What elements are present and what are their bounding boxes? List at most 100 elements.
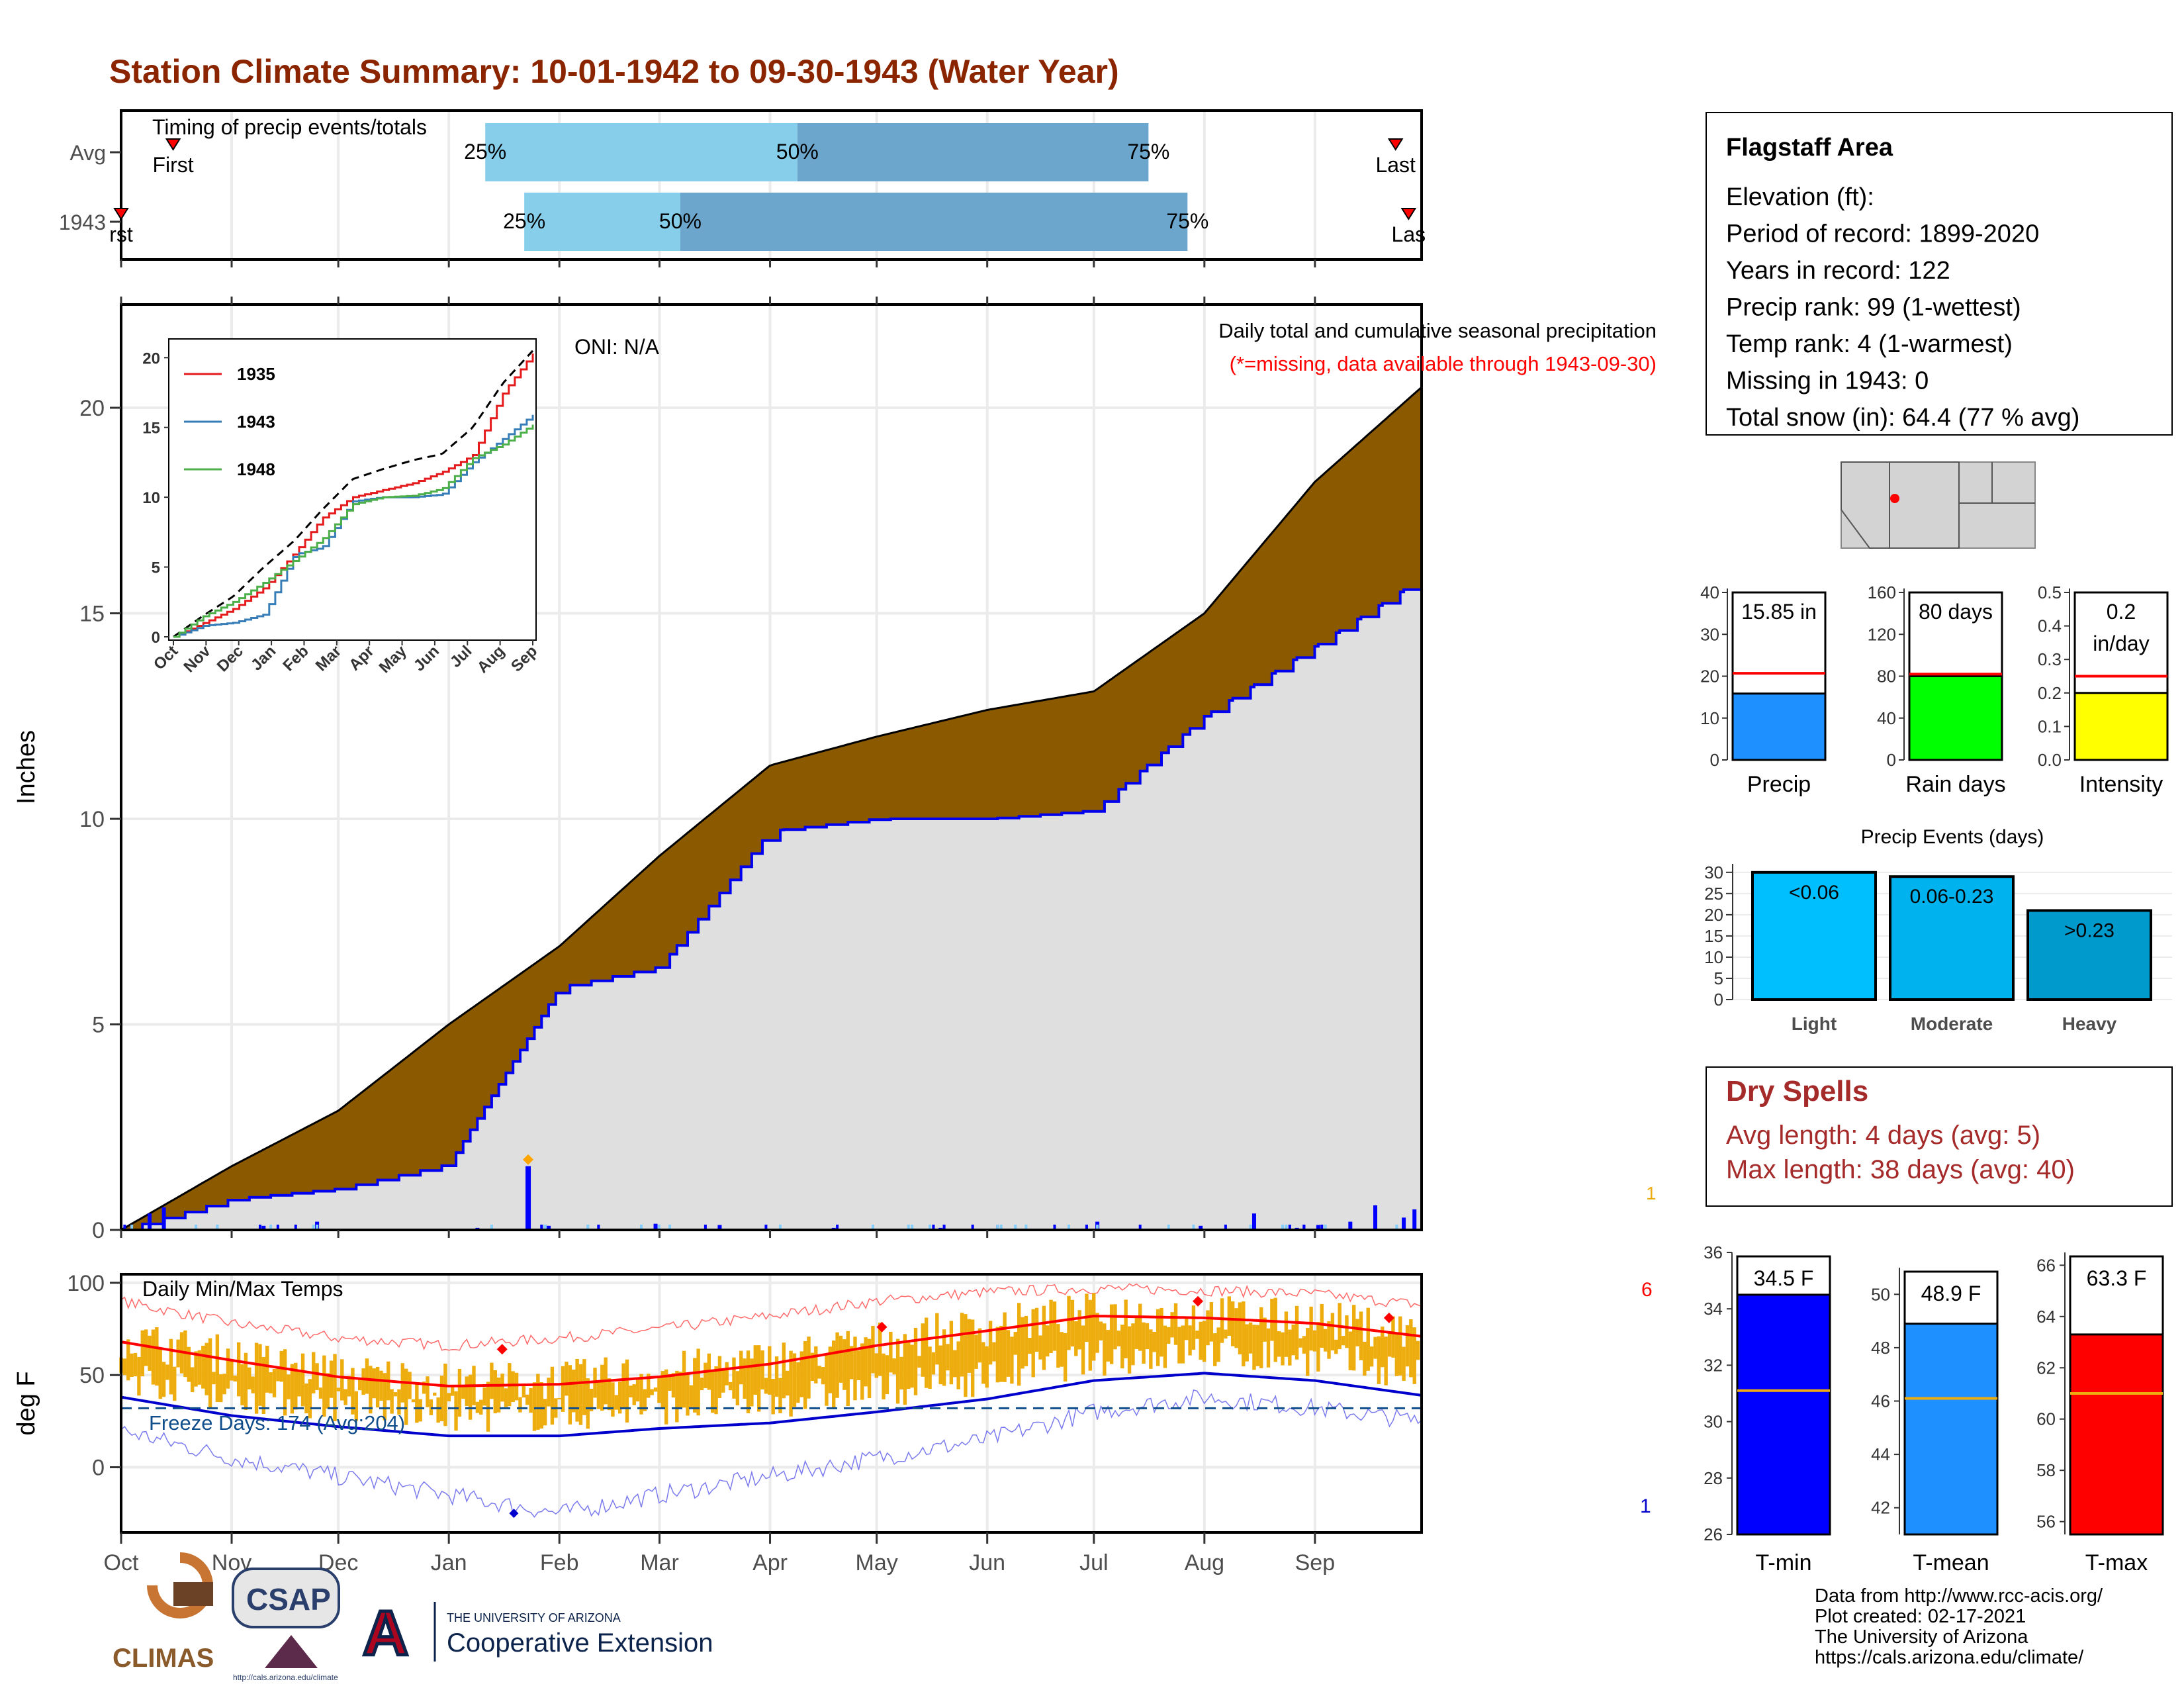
station-name: Flagstaff Area (1726, 134, 1893, 162)
mini-bar-value (1731, 692, 1827, 761)
daily-temp-bar (970, 1319, 975, 1397)
daily-temp-bar (999, 1325, 1003, 1382)
daily-precip-trace (704, 1225, 707, 1230)
daily-temp-bar (543, 1399, 547, 1426)
daily-temp-bar (194, 1351, 198, 1387)
daily-temp-bar (1281, 1332, 1285, 1366)
mini-ytick-label: 0.4 (2038, 616, 2062, 636)
daily-temp-bar (693, 1358, 697, 1413)
daily-temp-bar (1394, 1334, 1399, 1376)
daily-temp-bar (611, 1382, 615, 1417)
daily-temp-bar (1149, 1329, 1153, 1369)
daily-temp-bar (1003, 1312, 1007, 1382)
dry-spells-avg: Avg length: 4 days (avg: 5) (1726, 1121, 2040, 1150)
record-min-line (120, 1389, 1422, 1518)
daily-temp-bar (226, 1348, 230, 1389)
daily-precip-trace (540, 1225, 543, 1230)
timing-bar-25-50 (485, 123, 797, 181)
daily-temp-bar (190, 1367, 195, 1393)
temp-ytick-label: 100 (67, 1271, 105, 1296)
daily-temp-bar (1088, 1299, 1093, 1371)
climas-logo: CLIMAS (113, 1552, 214, 1673)
daily-temp-bar (1306, 1328, 1310, 1376)
footer-line: Plot created: 02-17-2021 (1815, 1606, 2026, 1627)
daily-temp-bar (789, 1350, 793, 1417)
daily-temp-bar (418, 1399, 422, 1422)
timing-p75-label: 75% (1166, 209, 1208, 233)
daily-temp-bar (1188, 1325, 1192, 1356)
temp-bar-ytick-label: 32 (1704, 1355, 1723, 1375)
daily-precip-bar (547, 1225, 551, 1230)
daily-precip-trace (999, 1225, 1003, 1230)
daily-temp-bar (821, 1367, 825, 1385)
daily-temp-bar (704, 1362, 707, 1388)
temp-bar-value (1903, 1323, 1999, 1536)
mini-bar-precip: 0 10 20 30 40 15.85 in Precip (1700, 583, 1827, 797)
daily-temp-bar (792, 1353, 797, 1407)
daily-temp-bar (539, 1382, 543, 1429)
last-event-marker (1400, 208, 1417, 220)
precip-frame (120, 303, 1423, 1231)
daily-temp-bar (496, 1377, 501, 1413)
temperature-bar-charts: 26 28 30 32 34 36 34.5 F T-min 42 44 46 48 50 48.9 F T… (1704, 1243, 2164, 1575)
temp-bar-value-label: 34.5 F (1754, 1266, 1814, 1290)
daily-temp-bar (219, 1374, 223, 1403)
daily-temp-bar (1381, 1326, 1385, 1368)
station-info-line: Total snow (in): 64.4 (77 % avg) (1726, 404, 2079, 432)
daily-temp-bar (365, 1358, 369, 1394)
daily-precip-trace (764, 1225, 768, 1230)
daily-temp-bar (732, 1357, 736, 1399)
daily-precip-trace (1288, 1225, 1291, 1230)
month-label: Aug (1185, 1550, 1225, 1575)
mini-bar-value-label: 15.85 in (1741, 600, 1817, 624)
daily-temp-bar (921, 1323, 925, 1377)
daily-temp-bar (1038, 1335, 1042, 1360)
timing-label: Timing of precip events/totals (152, 115, 427, 139)
record-max-line (120, 1283, 1422, 1351)
daily-precip-trace (1085, 1225, 1088, 1230)
csap-cloud (232, 1568, 340, 1628)
first-event-label: First (152, 153, 193, 177)
daily-temp-bar (422, 1382, 426, 1394)
last-event-label: Last (1375, 153, 1416, 177)
daily-precip-bar (1412, 1209, 1417, 1230)
map-background (1841, 461, 2036, 549)
month-label: Feb (540, 1550, 579, 1575)
daily-temp-bar (215, 1334, 220, 1403)
daily-temp-bar (1024, 1315, 1028, 1366)
daily-temp-bar (1006, 1330, 1011, 1377)
daily-temp-bar (130, 1353, 134, 1378)
daily-temp-bar (375, 1366, 380, 1408)
daily-temp-bar (686, 1374, 690, 1416)
station-info-line: Temp rank: 4 (1-warmest) (1726, 330, 2013, 358)
daily-temp-bar (1202, 1321, 1206, 1362)
daily-temp-bar (1042, 1305, 1046, 1370)
daily-precip-trace (276, 1225, 279, 1230)
daily-temp-bar (756, 1345, 761, 1412)
daily-temp-bar (525, 1394, 529, 1405)
mini-bar-intensity: 0.0 0.1 0.2 0.3 0.4 0.5 0.2 in/day Intensity (2038, 583, 2169, 797)
daily-temp-bar (272, 1369, 277, 1397)
daily-temp-bar (408, 1372, 412, 1399)
timing-row-label: Avg (69, 141, 106, 165)
daily-precip-trace (1167, 1225, 1170, 1230)
dry-spells-title: Dry Spells (1726, 1075, 1868, 1107)
ua-line2: Cooperative Extension (447, 1628, 713, 1658)
temp-bar-ytick-label: 26 (1704, 1524, 1723, 1544)
events-ytick-label: 0 (1714, 990, 1723, 1009)
temp-bar-ytick-label: 56 (2036, 1512, 2056, 1532)
precip-ytick-label: 20 (79, 396, 105, 421)
month-label: Apr (752, 1550, 788, 1575)
daily-temp-bar (201, 1345, 205, 1389)
daily-temp-bar (439, 1376, 444, 1422)
daily-temp-bar (1230, 1301, 1235, 1346)
inset-legend-label: 1943 (237, 412, 275, 432)
daily-temp-bar (1377, 1336, 1381, 1384)
daily-temp-bar (1312, 1330, 1317, 1352)
daily-temp-bar (511, 1371, 515, 1403)
daily-temp-bar (479, 1399, 483, 1415)
daily-temp-bar (144, 1329, 148, 1366)
daily-temp-bar (607, 1378, 612, 1411)
mini-bar-value (2073, 692, 2169, 761)
